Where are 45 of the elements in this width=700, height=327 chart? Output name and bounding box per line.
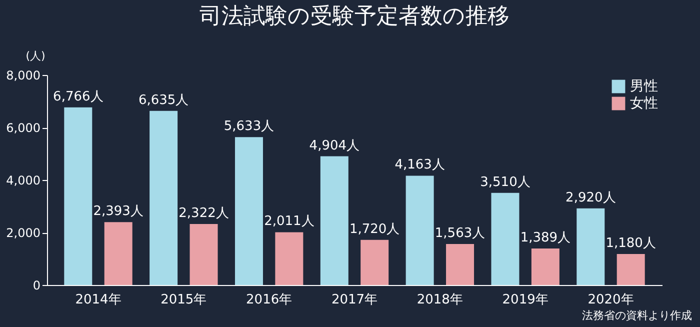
data-label: 1,563人 xyxy=(434,226,486,241)
bar xyxy=(64,107,92,285)
bar xyxy=(275,232,304,285)
data-label: 2,322人 xyxy=(178,206,229,222)
bar xyxy=(616,254,645,285)
data-label: 3,510人 xyxy=(480,174,530,190)
bar xyxy=(576,208,605,285)
bar xyxy=(320,156,348,285)
y-tick-label: 4,000 xyxy=(6,174,40,188)
data-label: 1,720人 xyxy=(349,222,400,237)
x-tick-label: 2020年 xyxy=(588,292,634,308)
bar xyxy=(104,222,132,285)
chart-title: 司法試験の受験予定者数の推移 xyxy=(200,4,510,29)
y-tick-label: 8,000 xyxy=(6,68,40,82)
x-tick-label: 2015年 xyxy=(160,292,207,308)
bar xyxy=(360,240,389,285)
data-label: 4,904人 xyxy=(309,138,360,154)
bar xyxy=(190,224,218,285)
y-axis-title: (人) xyxy=(26,50,46,62)
data-label: 2,393人 xyxy=(93,204,144,220)
data-label: 1,389人 xyxy=(520,230,571,246)
bar xyxy=(150,110,178,285)
x-tick-label: 2017年 xyxy=(331,292,378,308)
y-tick-label: 2,000 xyxy=(6,226,40,240)
data-label: 2,920人 xyxy=(566,190,616,206)
data-label: 5,633人 xyxy=(224,119,274,134)
x-tick-label: 2016年 xyxy=(246,292,292,308)
bar xyxy=(234,137,263,285)
legend-label: 女性 xyxy=(630,96,658,112)
y-tick-label: 6,000 xyxy=(6,121,40,135)
legend-label: 男性 xyxy=(630,78,658,94)
data-label: 6,635人 xyxy=(138,92,189,108)
data-label: 4,163人 xyxy=(394,158,445,173)
bar xyxy=(491,192,520,285)
bar xyxy=(406,176,434,285)
data-label: 1,180人 xyxy=(606,236,656,252)
x-tick-label: 2019年 xyxy=(502,292,548,308)
text: 法務省の資料より作成 xyxy=(582,308,692,323)
bar xyxy=(531,248,560,285)
x-tick-label: 2014年 xyxy=(75,292,122,308)
x-tick-label: 2018年 xyxy=(416,292,463,308)
data-label: 6,766人 xyxy=(53,89,104,104)
data-label: 2,011人 xyxy=(264,214,314,230)
y-tick-label: 0 xyxy=(32,278,40,292)
bar xyxy=(446,244,474,285)
